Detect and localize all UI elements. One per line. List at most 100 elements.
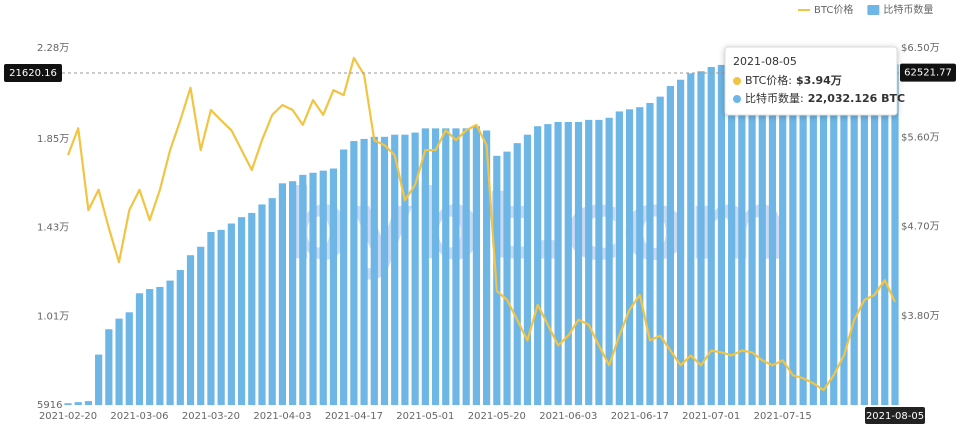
price-line [66, 56, 896, 392]
bar [870, 62, 879, 405]
bar [513, 143, 521, 406]
tooltip-dot [733, 95, 741, 103]
bar [217, 229, 225, 405]
bar [452, 128, 460, 405]
bar [574, 122, 583, 405]
bar [625, 109, 634, 405]
tooltip-item: BTC价格: $3.94万 [745, 73, 842, 87]
bar [350, 141, 358, 405]
bar [789, 60, 797, 406]
tooltip-item: 比特币数量: 22,032.126 BTC [745, 91, 905, 105]
bar [84, 401, 93, 405]
bar [881, 63, 889, 405]
bar [340, 149, 348, 405]
bar [166, 280, 174, 405]
bar [401, 134, 409, 406]
bar [411, 132, 419, 405]
bar [483, 130, 491, 405]
bar [799, 60, 807, 406]
bar [64, 403, 72, 405]
y-tick-label: 2.28万 [37, 43, 69, 54]
x-tick-label: 2021-03-20 [182, 411, 240, 422]
bar [95, 354, 103, 405]
y2-tick-label: $6.50万 [901, 43, 940, 54]
x-tick-label: 2021-07-15 [754, 411, 812, 422]
x-tick-label: 2021-04-17 [325, 411, 383, 422]
bar [319, 170, 327, 405]
bar [707, 67, 715, 406]
bar [819, 60, 828, 406]
bar [666, 86, 674, 406]
bar [329, 168, 338, 405]
bar [462, 128, 470, 405]
y2-tick-label: $3.80万 [901, 311, 940, 322]
bar [115, 318, 123, 405]
bar [728, 64, 736, 406]
x-tick-label: 2021-05-20 [468, 411, 526, 422]
tooltip-value: $3.94万 [796, 74, 842, 87]
bar [248, 212, 256, 405]
bar [656, 96, 664, 406]
bar [768, 62, 777, 405]
y2-tick-label: $5.60万 [901, 132, 940, 143]
x-tick-label: 2021-07-01 [682, 411, 740, 422]
tooltip-box [724, 46, 898, 116]
bar [758, 62, 766, 405]
bar [830, 60, 838, 406]
bar [564, 122, 572, 405]
bar [299, 174, 307, 405]
bar [717, 64, 726, 406]
bar [687, 73, 695, 405]
x-tick-label: 2021-02-20 [39, 411, 97, 422]
bar [615, 111, 623, 406]
bar [503, 151, 511, 405]
bar [156, 286, 164, 405]
bar [636, 107, 644, 405]
bar [197, 246, 205, 405]
bar [360, 138, 368, 405]
bar [227, 223, 235, 405]
bar [370, 136, 378, 405]
bar [544, 124, 552, 406]
tooltip-dot [733, 77, 741, 85]
y-tick-label: 5916 [37, 400, 62, 411]
bar [697, 71, 705, 406]
legend-swatch [867, 5, 880, 15]
bar [850, 62, 858, 405]
crosshair-box [900, 63, 956, 82]
bar [595, 119, 603, 405]
legend: BTC价格 比特币数量 [798, 3, 933, 16]
x-highlight-box [865, 407, 925, 424]
tooltip-label: BTC价格: [745, 73, 792, 87]
x-tick-label: 2021-06-03 [539, 411, 597, 422]
bar [809, 60, 817, 406]
legend-label: 比特币数量 [883, 3, 933, 16]
bar [554, 122, 562, 405]
bar [135, 293, 144, 405]
bar [278, 183, 287, 405]
bar [472, 126, 480, 406]
bar [309, 172, 317, 405]
bar [442, 128, 450, 405]
bar [676, 79, 685, 405]
crosshair-box [4, 63, 62, 82]
crosshair-label: 62521.77 [904, 68, 952, 79]
crosshair-label: 21620.16 [9, 68, 57, 79]
bar [268, 198, 276, 405]
bar [289, 181, 297, 405]
x-tick-label: 2021-03-06 [110, 411, 168, 422]
x-tick-label: 2021-04-03 [253, 411, 311, 422]
bar [421, 128, 429, 405]
bar [258, 204, 266, 405]
bar [534, 126, 542, 406]
bar [840, 62, 848, 405]
tooltip-date: 2021-08-05 [733, 55, 797, 68]
y-tick-label: 1.43万 [37, 223, 69, 234]
bar [860, 62, 868, 405]
bar [125, 312, 133, 405]
x-tick-label: 2021-08-05 [866, 411, 924, 422]
x-tick-label: 2021-05-01 [396, 411, 454, 422]
